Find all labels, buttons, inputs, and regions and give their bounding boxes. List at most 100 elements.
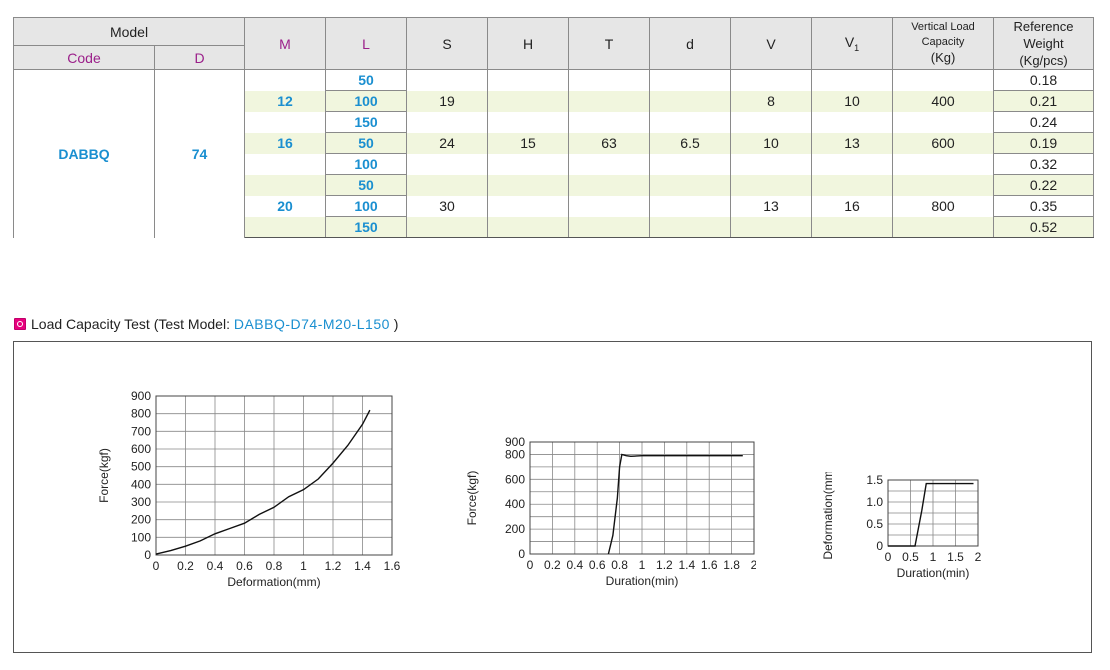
cell-d-small: 6.5 (649, 132, 732, 154)
cell-h (487, 216, 570, 238)
y-tick-label: 200 (131, 513, 151, 527)
cell-s (406, 69, 489, 91)
x-tick-label: 1.4 (354, 559, 371, 573)
y-tick-label: 100 (131, 530, 151, 544)
cell-weight: 0.52 (993, 216, 1095, 238)
cell-l: 100 (325, 90, 408, 112)
cell-h (487, 69, 570, 91)
chart-deformation-duration: 0 0.5 1 1.5 2 0 0.5 1.0 1.5 Duration(min) Deformat… (822, 472, 982, 580)
header-d: D (153, 45, 246, 70)
table-row: 16 50 24 15 63 6.5 10 13 600 0.19 (14, 132, 1095, 154)
x-axis-label: Deformation(mm) (227, 575, 320, 589)
x-tick-label: 1.6 (384, 559, 401, 573)
rw-line2: (Kg/pcs) (1019, 53, 1068, 68)
cell-capacity (892, 174, 995, 196)
cell-weight: 0.24 (993, 111, 1095, 133)
chart-force-deformation: 0 0.2 0.4 0.6 0.8 1 1.2 1.4 1.6 0 100 200 300 400 500 6… (98, 389, 401, 589)
x-tick-label: 0 (153, 559, 160, 573)
y-tick-label: 700 (131, 424, 151, 438)
y-tick-label: 600 (131, 442, 151, 456)
x-tick-label: 1.2 (325, 559, 342, 573)
y-tick-label: 900 (505, 435, 525, 449)
table-row: 12 100 19 8 10 400 0.21 (14, 90, 1095, 112)
cell-m (244, 153, 327, 175)
cell-h (487, 174, 570, 196)
cell-weight: 0.35 (993, 195, 1095, 217)
y-axis-label: Deformation(mm) (822, 472, 835, 560)
x-tick-label: 1.2 (656, 558, 673, 572)
cell-h (487, 111, 570, 133)
x-tick-label: 2 (975, 550, 982, 564)
cell-t (568, 195, 651, 217)
cell-weight: 0.32 (993, 153, 1095, 175)
y-tick-label: 0 (518, 547, 525, 561)
cell-v1 (811, 153, 894, 175)
cell-v1: 16 (811, 195, 894, 217)
cell-capacity (892, 216, 995, 238)
y-tick-label: 900 (131, 389, 151, 403)
cell-v: 8 (730, 90, 813, 112)
x-tick-label: 1.6 (701, 558, 718, 572)
header-v1-sub: 1 (854, 42, 860, 53)
header-code: Code (13, 45, 155, 70)
cell-d: 74 (153, 69, 246, 238)
x-tick-label: 0.4 (566, 558, 583, 572)
cell-d-small (649, 111, 732, 133)
x-axis-label: Duration(min) (606, 574, 679, 588)
y-tick-label: 500 (131, 460, 151, 474)
spec-table: Model M L S H T d V V1 Vertical Load Cap… (12, 16, 1095, 238)
cell-v (730, 69, 813, 91)
cell-t (568, 153, 651, 175)
x-tick-label: 1.4 (678, 558, 695, 572)
cell-v1: 13 (811, 132, 894, 154)
cell-v1: 10 (811, 90, 894, 112)
cell-l: 50 (325, 174, 408, 196)
y-axis-label: Force(kgf) (466, 471, 479, 526)
y-tick-label: 0 (144, 548, 151, 562)
x-tick-label: 0.8 (266, 559, 283, 573)
y-tick-label: 800 (505, 447, 525, 461)
header-reference-weight: Reference Weight (Kg/pcs) (993, 17, 1095, 70)
section-close: ) (389, 316, 399, 332)
header-h: H (487, 17, 570, 70)
series-line (155, 409, 371, 555)
table-body: DABBQ 74 50 0.18 12 100 19 8 10 400 0.21 150 0.24 16 5… (13, 69, 1095, 238)
x-tick-label: 0.2 (544, 558, 561, 572)
cell-v1 (811, 69, 894, 91)
y-tick-label: 300 (131, 495, 151, 509)
y-tick-label: 600 (505, 472, 525, 486)
cell-l: 100 (325, 153, 408, 175)
header-v1-main: V (844, 34, 855, 51)
x-tick-label: 0.6 (589, 558, 606, 572)
x-tick-label: 0.4 (207, 559, 224, 573)
vlc-line2: (Kg) (930, 50, 956, 65)
cell-l: 100 (325, 195, 408, 217)
table-row: 150 0.24 (14, 111, 1095, 133)
plot-frame (887, 479, 979, 547)
cell-capacity: 600 (892, 132, 995, 154)
cell-t (568, 69, 651, 91)
series-line (888, 482, 974, 547)
cell-v1 (811, 216, 894, 238)
cell-capacity: 400 (892, 90, 995, 112)
section-test-model: DABBQ-D74-M20-L150 (233, 316, 390, 332)
chart-panel: 0 0.2 0.4 0.6 0.8 1 1.2 1.4 1.6 0 100 200 300 400 500 6… (13, 341, 1092, 653)
cell-v1 (811, 174, 894, 196)
cell-l: 50 (325, 69, 408, 91)
plot-frame (155, 395, 393, 556)
cell-s: 19 (406, 90, 489, 112)
cell-s (406, 111, 489, 133)
y-tick-label: 1.5 (866, 473, 883, 487)
x-tick-label: 1 (930, 550, 937, 564)
x-axis-label: Duration(min) (897, 566, 970, 580)
cell-l: 50 (325, 132, 408, 154)
cell-d-small (649, 90, 732, 112)
cell-v: 10 (730, 132, 813, 154)
header-t: T (568, 17, 651, 70)
cell-l: 150 (325, 111, 408, 133)
header-d-small: d (649, 17, 732, 70)
table-row: DABBQ 74 50 0.18 (13, 69, 1095, 238)
cell-v (730, 216, 813, 238)
table-row: 150 0.52 (14, 216, 1095, 238)
x-tick-label: 0.8 (611, 558, 628, 572)
